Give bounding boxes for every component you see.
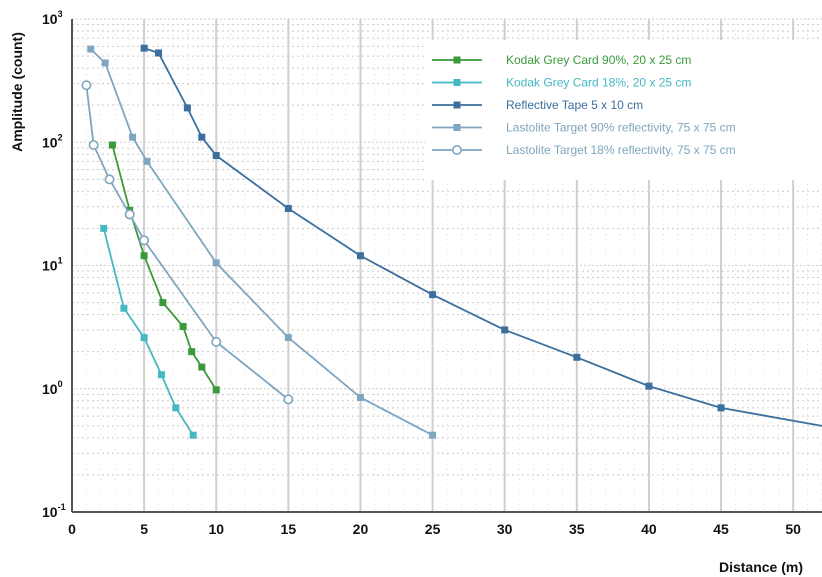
data-point bbox=[212, 386, 220, 394]
data-point bbox=[717, 404, 725, 412]
legend-label: Lastolite Target 18% reflectivity, 75 x … bbox=[506, 143, 736, 157]
data-point bbox=[198, 133, 206, 141]
y-tick-label: 102 bbox=[42, 132, 63, 150]
x-tick-label: 40 bbox=[641, 521, 657, 537]
data-point bbox=[645, 382, 653, 390]
data-point bbox=[429, 431, 437, 439]
data-point bbox=[451, 145, 462, 156]
data-series bbox=[81, 80, 294, 405]
data-point bbox=[129, 133, 137, 141]
data-point bbox=[140, 252, 148, 260]
axes: 0 5 10 15 20 25 30 35 40 45 50 10-1 100 101 102 103 Dist… bbox=[9, 9, 822, 575]
data-point bbox=[157, 371, 165, 379]
data-point bbox=[211, 336, 222, 347]
legend-item: Reflective Tape 5 x 10 cm bbox=[432, 98, 643, 112]
data-point bbox=[124, 209, 135, 220]
data-point bbox=[284, 334, 292, 342]
data-point bbox=[453, 56, 461, 64]
y-tick-label: 100 bbox=[42, 379, 63, 397]
x-tick-label: 20 bbox=[353, 521, 369, 537]
x-tick-label: 25 bbox=[425, 521, 441, 537]
legend-label: Kodak Grey Card 90%, 20 x 25 cm bbox=[506, 53, 691, 67]
data-series bbox=[87, 45, 437, 439]
data-point bbox=[283, 394, 294, 405]
x-axis-title: Distance (m) bbox=[719, 559, 803, 575]
data-point bbox=[356, 252, 364, 260]
legend: Kodak Grey Card 90%, 20 x 25 cm Kodak Gre… bbox=[425, 40, 822, 180]
y-tick-label: 101 bbox=[42, 256, 63, 274]
y-tick-label: 10-1 bbox=[42, 502, 66, 520]
data-point bbox=[453, 124, 461, 131]
legend-box bbox=[425, 40, 822, 180]
legend-item: Lastolite Target 18% reflectivity, 75 x … bbox=[432, 143, 736, 157]
data-point bbox=[140, 334, 148, 342]
data-point bbox=[139, 235, 150, 246]
series-line bbox=[90, 48, 433, 436]
data-point bbox=[140, 44, 148, 52]
x-tick-label: 45 bbox=[713, 521, 729, 537]
x-tick-label: 15 bbox=[281, 521, 297, 537]
data-point bbox=[356, 393, 364, 401]
data-point bbox=[81, 80, 92, 91]
data-point bbox=[87, 45, 95, 53]
series-layer bbox=[81, 44, 822, 439]
data-point bbox=[573, 353, 581, 361]
x-tick-label: 5 bbox=[140, 521, 148, 537]
legend-item: Kodak Grey Card 18%, 20 x 25 cm bbox=[432, 76, 691, 90]
data-series bbox=[140, 44, 822, 427]
legend-item: Lastolite Target 90% reflectivity, 75 x … bbox=[432, 121, 736, 135]
data-point bbox=[189, 431, 197, 439]
data-point bbox=[179, 322, 187, 330]
data-point bbox=[120, 304, 128, 312]
data-point bbox=[159, 299, 167, 307]
legend-label: Reflective Tape 5 x 10 cm bbox=[506, 98, 643, 112]
data-point bbox=[183, 104, 191, 112]
data-point bbox=[104, 174, 115, 185]
data-point bbox=[155, 49, 163, 57]
data-point bbox=[501, 326, 509, 334]
data-point bbox=[212, 259, 220, 267]
data-point bbox=[100, 224, 108, 232]
y-tick-label: 103 bbox=[42, 9, 63, 27]
series-line bbox=[85, 85, 289, 401]
data-point bbox=[172, 404, 180, 412]
data-point bbox=[453, 101, 461, 109]
data-point bbox=[188, 348, 196, 356]
data-point bbox=[101, 59, 109, 67]
x-tick-label: 30 bbox=[497, 521, 513, 537]
y-axis-title: Amplitude (count) bbox=[9, 32, 25, 152]
x-tick-label: 50 bbox=[785, 521, 801, 537]
data-point bbox=[284, 205, 292, 213]
legend-label: Lastolite Target 90% reflectivity, 75 x … bbox=[506, 121, 736, 135]
x-tick-label: 10 bbox=[208, 521, 224, 537]
data-point bbox=[108, 141, 116, 149]
x-tick-label: 0 bbox=[68, 521, 76, 537]
series-line bbox=[102, 228, 194, 436]
data-point bbox=[429, 291, 437, 299]
legend-item: Kodak Grey Card 90%, 20 x 25 cm bbox=[432, 53, 691, 67]
data-point bbox=[453, 79, 461, 86]
data-point bbox=[143, 157, 151, 165]
data-point bbox=[88, 139, 99, 150]
legend-label: Kodak Grey Card 18%, 20 x 25 cm bbox=[506, 76, 691, 90]
x-tick-label: 35 bbox=[569, 521, 585, 537]
data-series bbox=[100, 224, 197, 439]
data-point bbox=[198, 363, 206, 371]
data-point bbox=[212, 152, 220, 160]
